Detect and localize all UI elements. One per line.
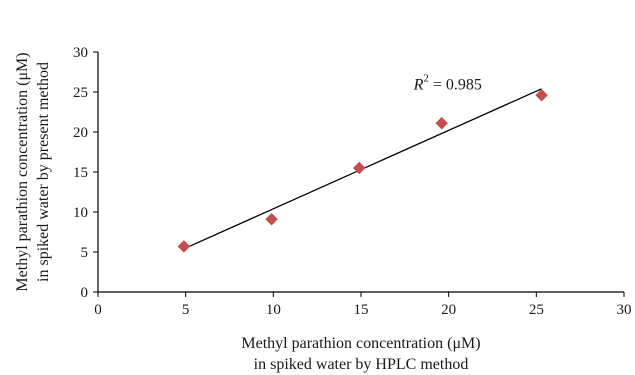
x-tick-label: 15 [354,302,369,318]
r-squared-symbol: R [413,77,424,94]
x-tick-label: 30 [617,302,632,318]
y-tick-label: 25 [73,85,88,101]
y-tick-label: 0 [81,285,89,301]
y-tick-label: 5 [81,245,89,261]
y-axis-title-line-2: in spiked water by present method [35,62,52,282]
x-tick-label: 25 [529,302,544,318]
data-point [435,116,449,130]
r-squared-superscript: 2 [423,73,429,85]
x-axis-title-line-1: Methyl parathion concentration (μM) [241,335,480,352]
y-tick-label: 15 [73,165,88,181]
x-tick-label: 0 [94,302,102,318]
plot-axes [93,51,625,297]
r-squared-value: = 0.985 [429,77,482,94]
y-tick-label: 10 [73,205,88,221]
axis-labels-layer: 0 5 10 15 20 25 30 0 5 10 15 20 25 30 [73,45,632,318]
data-point [352,161,366,175]
x-tick-label: 5 [182,302,190,318]
data-point [265,212,278,226]
data-points-layer [177,88,548,253]
data-point [177,240,191,253]
y-tick-label: 30 [73,45,88,61]
x-tick-label: 10 [266,302,281,318]
y-tick-label: 20 [73,125,88,141]
data-point [535,88,548,102]
y-axis-title-line-1: Methyl parathion concentration (μM) [14,52,31,291]
x-tick-label: 20 [441,302,456,318]
r-squared-annotation: R2 = 0.985 [413,73,482,94]
x-axis-title-line-2: in spiked water by HPLC method [254,356,469,373]
